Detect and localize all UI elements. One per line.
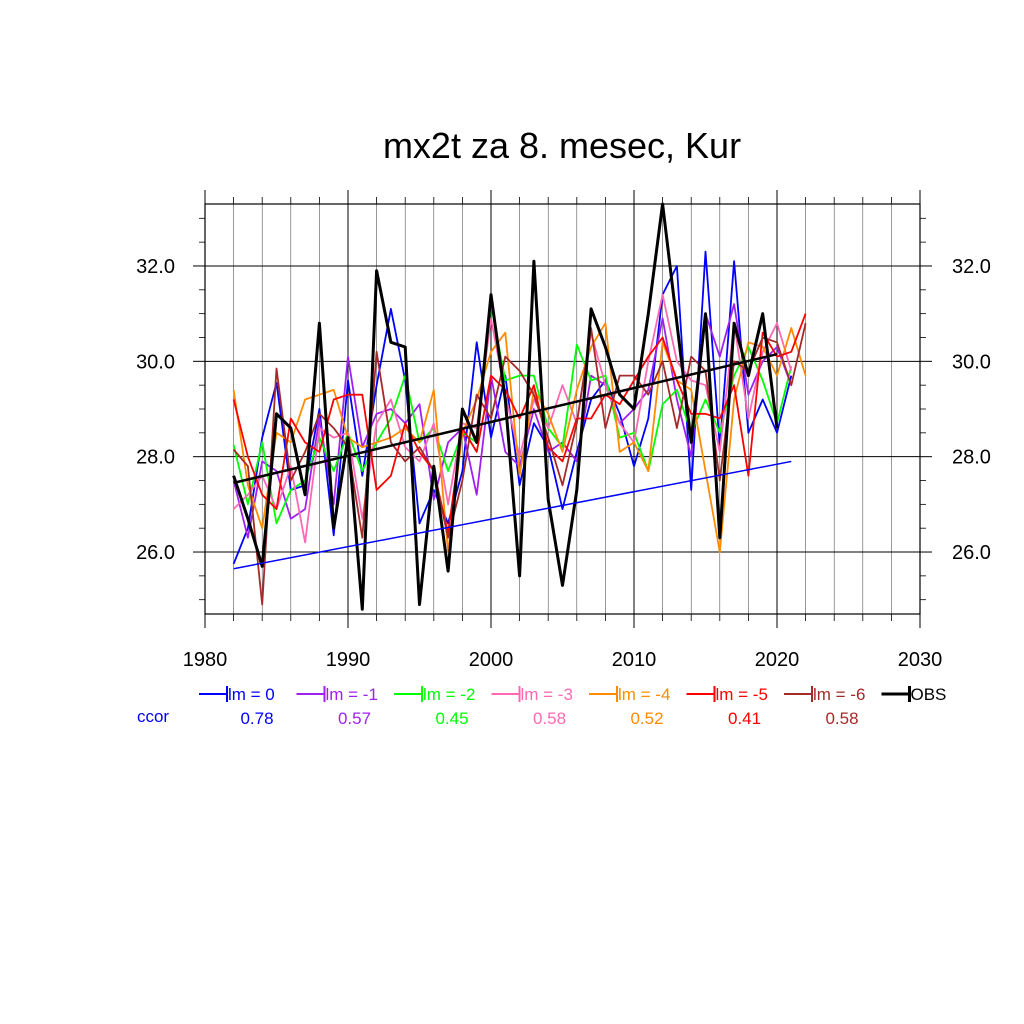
ccor-value: 0.45 bbox=[435, 709, 468, 728]
y-tick-label-right: 26.0 bbox=[952, 542, 991, 564]
y-tick-label-left: 26.0 bbox=[136, 542, 175, 564]
series-line-lm-4 bbox=[232, 322, 807, 553]
ccor-label: ccor bbox=[137, 707, 169, 726]
trend-line-obs bbox=[233, 352, 778, 485]
legend-label: lm = -2 bbox=[423, 685, 475, 704]
x-tick-labels: 1980 1990 2000 2010 2020 2030 bbox=[183, 649, 943, 671]
ccor-value: 0.58 bbox=[825, 709, 858, 728]
series-line-obs bbox=[232, 202, 779, 611]
legend-label: lm = -6 bbox=[813, 685, 865, 704]
plot-frame bbox=[204, 203, 921, 615]
series-lines bbox=[232, 202, 807, 611]
series-line-lm-2 bbox=[232, 303, 793, 525]
trend-lines bbox=[233, 352, 792, 570]
tick-marks bbox=[193, 190, 932, 628]
chart-title: mx2t za 8. mesec, Kur bbox=[383, 125, 741, 166]
x-tick-label: 2000 bbox=[469, 649, 514, 671]
legend-item: lm = -6 0.58 bbox=[784, 685, 865, 728]
ccor-value: 0.78 bbox=[240, 709, 273, 728]
legend-label: lm = -1 bbox=[326, 685, 378, 704]
legend-item: lm = -1 0.57 bbox=[296, 685, 378, 728]
trend-line-lm-0 bbox=[233, 460, 792, 570]
x-tick-label: 1990 bbox=[326, 649, 371, 671]
ccor-value: 0.57 bbox=[338, 709, 371, 728]
legend-item: lm = -2 0.45 bbox=[394, 685, 475, 728]
x-tick-label: 2020 bbox=[755, 649, 800, 671]
ccor-value: 0.52 bbox=[630, 709, 663, 728]
legend-item: lm = -3 0.58 bbox=[491, 685, 573, 728]
x-tick-label: 1980 bbox=[183, 649, 228, 671]
legend-label: lm = 0 bbox=[228, 685, 275, 704]
legend-item: lm = -5 0.41 bbox=[686, 685, 768, 728]
y-tick-label-left: 28.0 bbox=[136, 447, 175, 469]
series-line-lm-5 bbox=[232, 313, 807, 534]
x-tick-label: 2010 bbox=[612, 649, 657, 671]
y-tick-label-right: 30.0 bbox=[952, 351, 991, 373]
legend-item: lm = 0 0.78 bbox=[199, 685, 275, 728]
y-tick-label-right: 32.0 bbox=[952, 256, 991, 278]
y-tick-label-left: 30.0 bbox=[136, 351, 175, 373]
legend-label: lm = -4 bbox=[618, 685, 670, 704]
legend-label: OBS bbox=[911, 685, 947, 704]
y-tick-label-left: 32.0 bbox=[136, 256, 175, 278]
legend-label: lm = -5 bbox=[716, 685, 768, 704]
ccor-value: 0.58 bbox=[533, 709, 566, 728]
y-tick-label-right: 28.0 bbox=[952, 447, 991, 469]
legend-label: lm = -3 bbox=[521, 685, 573, 704]
x-tick-label: 2030 bbox=[898, 649, 943, 671]
legend-item: lm = -4 0.52 bbox=[589, 685, 670, 728]
legend-item: OBS bbox=[881, 685, 947, 704]
y-tick-labels: 26.0 26.0 28.0 28.0 30.0 30.0 32.0 32.0 bbox=[136, 256, 991, 564]
ccor-value: 0.41 bbox=[728, 709, 761, 728]
